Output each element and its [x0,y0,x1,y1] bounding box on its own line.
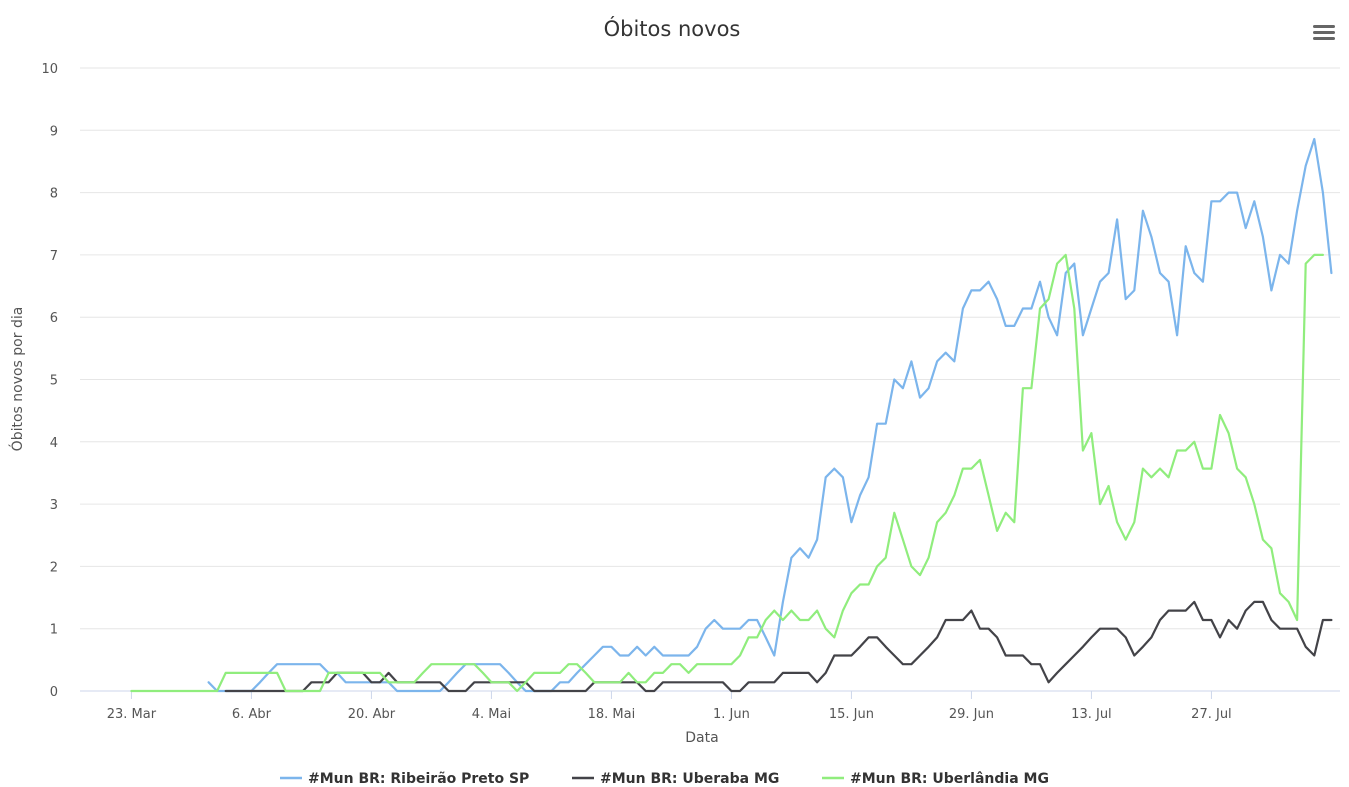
y-tick-label: 9 [50,124,58,139]
x-tick-label: 13. Jul [1071,707,1112,722]
y-tick-label: 5 [50,374,58,389]
y-tick-label: 10 [41,62,58,77]
legend-label: #Mun BR: Uberaba MG [600,771,779,787]
x-axis-title: Data [685,730,718,746]
y-tick-label: 2 [50,560,58,575]
y-tick-label: 4 [50,436,58,451]
x-tick-label: 20. Abr [348,707,396,722]
y-tick-label: 3 [50,498,58,513]
legend-label: #Mun BR: Uberlândia MG [850,771,1049,787]
x-tick-label: 15. Jun [829,707,874,722]
y-tick-label: 8 [50,187,58,202]
x-axis-ticks: 23. Mar 6. Abr 20. Abr 4. Mai 18. Mai 1. Jun 1… [107,691,1232,722]
x-tick-label: 29. Jun [949,707,994,722]
legend-item-1[interactable]: #Mun BR: Ribeirão Preto SP [280,771,529,787]
x-tick-label: 23. Mar [107,707,157,722]
menu-button[interactable] [1308,18,1340,46]
y-tick-label: 1 [50,623,58,638]
chart-title: Óbitos novos [604,16,741,41]
x-tick-label: 6. Abr [232,707,272,722]
y-tick-label: 0 [50,685,58,700]
grid-lines [80,67,1340,630]
x-tick-label: 1. Jun [713,707,750,722]
y-tick-label: 7 [50,249,58,264]
legend: #Mun BR: Ribeirão Preto SP #Mun BR: Ubera… [280,771,1049,787]
hamburger-menu-icon [1313,25,1335,40]
series-line-2[interactable] [224,600,1333,693]
legend-item-3[interactable]: #Mun BR: Uberlândia MG [822,771,1049,787]
x-tick-label: 27. Jul [1191,707,1232,722]
series-line-1[interactable] [207,137,1333,693]
x-tick-label: 4. Mai [472,707,511,722]
legend-label: #Mun BR: Ribeirão Preto SP [308,771,529,787]
series-line-3[interactable] [130,253,1324,693]
legend-item-2[interactable]: #Mun BR: Uberaba MG [572,771,779,787]
y-tick-label: 6 [50,311,58,326]
series-layer [130,137,1333,693]
y-axis-title: Óbitos novos por dia [8,307,26,452]
x-tick-label: 18. Mai [588,707,636,722]
y-axis-ticks: 0 1 2 3 4 5 6 7 8 9 10 [41,62,58,700]
